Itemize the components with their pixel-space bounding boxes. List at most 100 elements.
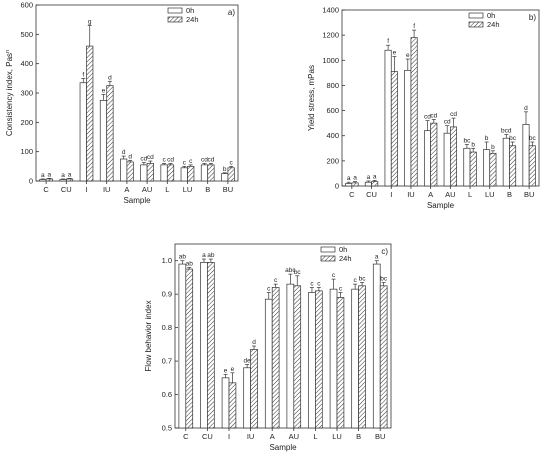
significance-label: cd xyxy=(201,156,208,163)
bar-0h xyxy=(463,147,471,187)
significance-label: a xyxy=(68,171,72,178)
bar-0h xyxy=(178,263,187,429)
bar-0h xyxy=(483,149,491,187)
bar-0h xyxy=(443,132,451,187)
bar-24h xyxy=(45,178,53,182)
bar-24h xyxy=(185,268,194,429)
significance-label: c xyxy=(189,158,193,165)
x-tick-label: LU xyxy=(485,190,495,199)
y-tick-label: 500 xyxy=(20,30,33,39)
significance-label: de xyxy=(244,357,252,364)
x-tick-label: IU xyxy=(247,432,255,441)
y-tick-label: 800 xyxy=(326,81,339,90)
plot-frame xyxy=(341,9,540,187)
significance-label: c xyxy=(230,159,234,166)
y-tick-label: 1200 xyxy=(322,31,339,40)
bar-24h xyxy=(106,85,114,182)
significance-label: c xyxy=(339,286,343,293)
y-tick-label: 0 xyxy=(29,177,33,186)
x-tick-label: L xyxy=(165,185,169,194)
bar-0h xyxy=(264,298,273,429)
bar-24h xyxy=(371,181,379,187)
significance-label: cd xyxy=(424,114,431,121)
significance-label: cd xyxy=(147,154,154,161)
significance-label: a xyxy=(353,175,357,182)
chart-panel-c: 0.5 0.6 0.7 0.8 0.9 1.0 Flow behavior index Sam… xyxy=(144,243,392,452)
significance-label: bc xyxy=(294,269,302,276)
bar-0h xyxy=(364,181,372,187)
panel-label: b) xyxy=(529,13,536,22)
x-tick-label: CU xyxy=(202,432,213,441)
x-tick-label: BU xyxy=(524,190,534,199)
significance-label: ab xyxy=(207,252,215,259)
chart-panel-b: 0 200 400 600 800 1000 1200 1400 Yield stress, m… xyxy=(307,6,540,210)
significance-label: c xyxy=(267,286,271,293)
y-tick-label: 200 xyxy=(326,156,339,165)
x-tick-label: I xyxy=(390,190,392,199)
legend-swatch xyxy=(167,16,183,23)
x-tick-label: LU xyxy=(183,185,193,194)
y-axis-label: Yield stress, mPas xyxy=(307,65,316,131)
significance-label: abc xyxy=(285,267,296,274)
bar-0h xyxy=(99,99,108,182)
significance-label: bc xyxy=(380,275,388,282)
legend-label: 24h xyxy=(186,15,199,24)
bar-24h xyxy=(65,178,74,182)
significance-label: e xyxy=(406,52,410,59)
bar-24h xyxy=(293,285,302,429)
bar-0h xyxy=(221,377,230,429)
significance-label: e xyxy=(102,87,106,94)
significance-label: c xyxy=(317,280,321,287)
significance-label: ab xyxy=(179,254,187,261)
significance-label: a xyxy=(48,171,52,178)
y-axis-label: Consistency index, Pasn xyxy=(5,50,14,136)
significance-label: bc xyxy=(509,135,517,142)
significance-label: e xyxy=(393,50,397,57)
significance-label: c xyxy=(354,277,358,284)
significance-label: bcd xyxy=(501,127,512,134)
significance-label: d xyxy=(252,339,256,346)
x-tick-label: C xyxy=(43,185,49,194)
bar-24h xyxy=(351,182,359,187)
y-tick-label: 100 xyxy=(20,147,33,156)
bar-24h xyxy=(207,164,215,182)
bar-24h xyxy=(528,145,536,187)
x-axis-label: Sample xyxy=(427,201,455,210)
legend-label: 24h xyxy=(339,254,352,263)
significance-label: a xyxy=(202,252,206,259)
bar-24h xyxy=(250,349,258,429)
x-tick-label: L xyxy=(468,190,472,199)
legend-swatch xyxy=(167,7,183,14)
bar-0h xyxy=(308,292,316,429)
bar-0h xyxy=(200,164,209,182)
x-tick-label: I xyxy=(85,185,87,194)
significance-label: d xyxy=(524,105,528,112)
x-axis-label: Sample xyxy=(269,443,297,452)
legend-swatch xyxy=(320,246,336,253)
y-tick-label: 1000 xyxy=(322,56,339,65)
x-tick-label: BU xyxy=(223,185,233,194)
significance-label: c xyxy=(274,277,278,284)
x-tick-label: IU xyxy=(407,190,415,199)
x-tick-label: BU xyxy=(375,432,385,441)
bar-24h xyxy=(390,71,398,187)
significance-label: e xyxy=(224,367,228,374)
x-tick-label: C xyxy=(183,432,189,441)
x-tick-label: A xyxy=(428,190,433,199)
y-tick-label: 300 xyxy=(20,89,33,98)
x-tick-label: AU xyxy=(142,185,152,194)
bar-0h xyxy=(39,179,47,182)
bar-0h xyxy=(522,124,530,187)
significance-label: e xyxy=(231,366,235,373)
significance-label: cd xyxy=(167,156,174,163)
x-tick-label: CU xyxy=(366,190,377,199)
bar-0h xyxy=(351,288,359,429)
y-tick-label: 0.8 xyxy=(162,323,172,332)
bar-0h xyxy=(329,288,338,429)
significance-label: d xyxy=(128,153,132,160)
y-tick-label: 600 xyxy=(20,1,33,10)
significance-label: b xyxy=(491,144,495,151)
bar-24h xyxy=(315,290,323,429)
bar-24h xyxy=(489,152,497,187)
